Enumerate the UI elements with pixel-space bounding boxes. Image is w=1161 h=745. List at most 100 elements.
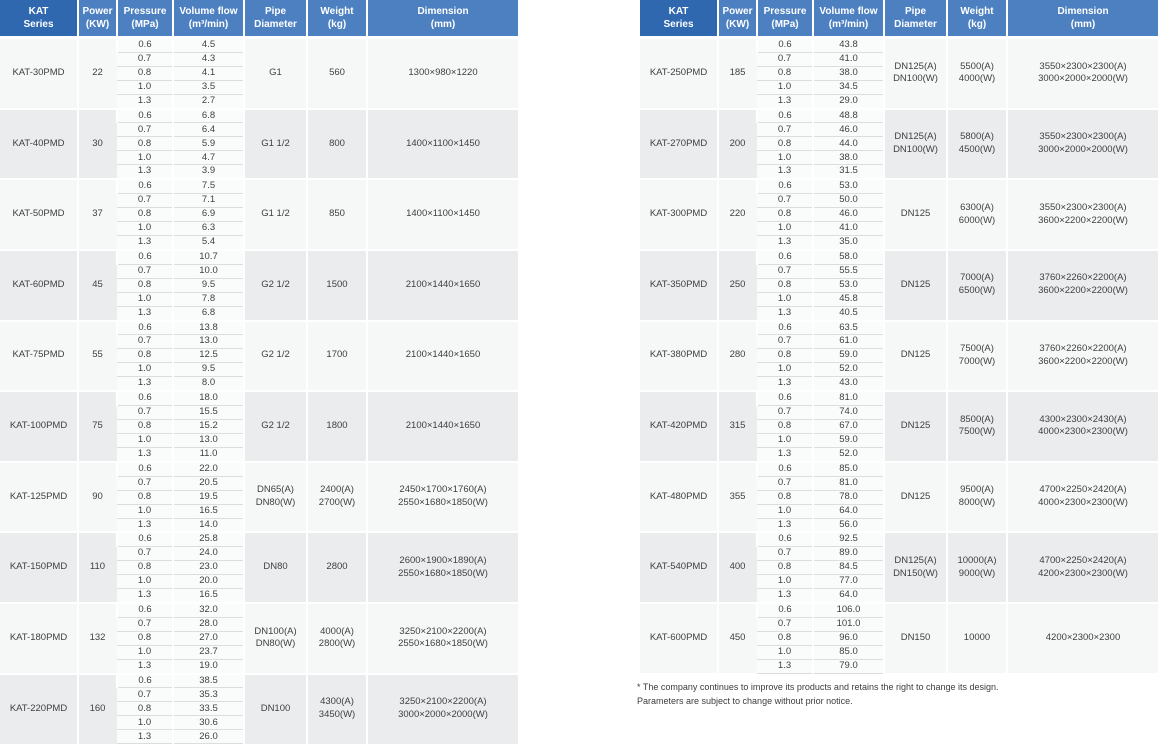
weight-cell: 800 <box>306 107 367 180</box>
dimension-cell: 1400×1100×1450 <box>366 107 518 180</box>
spec-row: 0.8 96.0 <box>640 631 1158 646</box>
volume-flow-cell: 13.0 <box>172 433 244 448</box>
volume-flow-cell: 38.5 <box>172 672 244 689</box>
power-cell: 200 <box>717 107 757 180</box>
spec-row: 0.7 61.0 <box>640 334 1158 350</box>
header-volume-flow: Volume flow (m³/min) <box>172 0 244 39</box>
series-cell: KAT-270PMD <box>640 107 718 180</box>
volume-flow-cell: 19.0 <box>172 659 244 675</box>
pipe-cell: G2 1/2 <box>243 248 307 321</box>
pressure-cell: 0.7 <box>757 122 813 138</box>
pressure-cell: 0.8 <box>117 278 173 293</box>
pressure-cell: 1.0 <box>757 362 813 378</box>
dimension-cell: 4200×2300×2300 <box>1006 601 1158 674</box>
pressure-cell: 0.6 <box>116 460 173 477</box>
pressure-cell: 1.3 <box>117 659 173 675</box>
power-cell: 30 <box>77 107 117 180</box>
dimension-cell: 3550×2300×2300(A) 3600×2200×2200(W) <box>1006 178 1158 250</box>
spec-row: 1.0 59.0 <box>640 433 1158 448</box>
spec-row: 1.0 30.6 <box>0 715 518 731</box>
header-row: KAT Series Power (KW) Pressure (MPa) Volume… <box>0 0 518 39</box>
weight-cell: 7000(A) 6500(W) <box>946 248 1007 321</box>
power-cell: 37 <box>77 178 117 250</box>
pipe-cell: G1 1/2 <box>243 107 307 180</box>
series-cell: KAT-420PMD <box>640 390 718 462</box>
spec-row: 1.3 56.0 <box>640 518 1158 533</box>
pressure-cell: 1.0 <box>117 645 173 660</box>
power-cell: 400 <box>717 531 757 603</box>
pressure-cell: 0.7 <box>117 334 173 350</box>
volume-flow-cell: 3.5 <box>172 80 244 95</box>
volume-flow-cell: 41.0 <box>812 52 884 67</box>
pressure-cell: 0.7 <box>117 617 173 632</box>
spec-row: 0.8 5.9 <box>0 136 518 152</box>
weight-cell: 850 <box>306 178 367 250</box>
pressure-cell: 1.3 <box>117 447 173 463</box>
volume-flow-cell: 38.0 <box>812 66 884 81</box>
pressure-cell: 1.0 <box>117 433 173 448</box>
volume-flow-cell: 3.9 <box>172 164 244 180</box>
volume-flow-cell: 16.5 <box>172 588 244 604</box>
header-kat-series: KAT Series <box>640 0 718 39</box>
spec-row: 0.8 78.0 <box>640 490 1158 505</box>
volume-flow-cell: 48.8 <box>812 107 884 124</box>
volume-flow-cell: 23.7 <box>172 645 244 660</box>
spec-row: 1.0 23.7 <box>0 645 518 660</box>
pressure-cell: 0.8 <box>757 560 813 576</box>
pressure-cell: 0.7 <box>757 52 813 67</box>
pressure-cell: 0.7 <box>757 546 813 562</box>
pressure-cell: 0.7 <box>117 264 173 279</box>
power-cell: 220 <box>717 178 757 250</box>
pressure-cell: 0.6 <box>116 672 173 689</box>
spec-row: 1.0 13.0 <box>0 433 518 448</box>
volume-flow-cell: 44.0 <box>812 136 884 152</box>
pressure-cell: 1.0 <box>757 150 813 166</box>
volume-flow-cell: 9.5 <box>172 278 244 293</box>
pipe-cell: G1 1/2 <box>243 178 307 250</box>
volume-flow-cell: 38.0 <box>812 150 884 166</box>
pressure-cell: 1.3 <box>117 94 173 110</box>
volume-flow-cell: 56.0 <box>812 518 884 533</box>
pipe-cell: DN80 <box>243 531 307 603</box>
pressure-cell: 0.6 <box>756 460 813 477</box>
spec-row: 0.8 59.0 <box>640 348 1158 364</box>
series-cell: KAT-250PMD <box>640 36 718 109</box>
spec-row: 0.8 33.5 <box>0 701 518 717</box>
header-dimension: Dimension (mm) <box>366 0 518 39</box>
power-cell: 55 <box>77 319 117 392</box>
pressure-cell: 0.8 <box>117 136 173 152</box>
volume-flow-cell: 52.0 <box>812 447 884 463</box>
volume-flow-cell: 12.5 <box>172 348 244 364</box>
volume-flow-cell: 9.5 <box>172 362 244 378</box>
power-cell: 355 <box>717 460 757 533</box>
spec-row: 0.7 10.0 <box>0 264 518 279</box>
spec-row: 0.7 7.1 <box>0 193 518 209</box>
volume-flow-cell: 89.0 <box>812 546 884 562</box>
spec-row: 0.7 50.0 <box>640 193 1158 209</box>
spec-row: KAT-380PMD 280 0.6 63.5 DN125 7500(A) 7000(W)… <box>640 319 1158 392</box>
spec-table: KAT Series Power (KW) Pressure (MPa) Volume… <box>0 0 518 745</box>
spec-row: 1.0 4.7 <box>0 150 518 166</box>
pressure-cell: 1.0 <box>757 645 813 660</box>
spec-row: 0.8 9.5 <box>0 278 518 293</box>
volume-flow-cell: 59.0 <box>812 348 884 364</box>
spec-row: 0.8 67.0 <box>640 419 1158 434</box>
spec-row: 1.0 20.0 <box>0 574 518 590</box>
pressure-cell: 1.3 <box>757 447 813 463</box>
volume-flow-cell: 46.0 <box>812 122 884 138</box>
pipe-cell: DN125(A) DN100(W) <box>883 36 947 109</box>
volume-flow-cell: 77.0 <box>812 574 884 590</box>
spec-row: 1.3 26.0 <box>0 729 518 745</box>
spec-row: 0.8 84.5 <box>640 560 1158 576</box>
spec-row: 1.3 31.5 <box>640 164 1158 180</box>
volume-flow-cell: 6.8 <box>172 107 244 124</box>
spec-row: 1.3 2.7 <box>0 94 518 110</box>
volume-flow-cell: 31.5 <box>812 164 884 180</box>
header-kat-series: KAT Series <box>0 0 78 39</box>
spec-row: 1.0 9.5 <box>0 362 518 378</box>
series-cell: KAT-75PMD <box>0 319 78 392</box>
spec-row: 1.3 52.0 <box>640 447 1158 463</box>
volume-flow-cell: 55.5 <box>812 264 884 279</box>
header-pipe-diameter: Pipe Diameter <box>883 0 947 39</box>
pressure-cell: 0.8 <box>117 348 173 364</box>
